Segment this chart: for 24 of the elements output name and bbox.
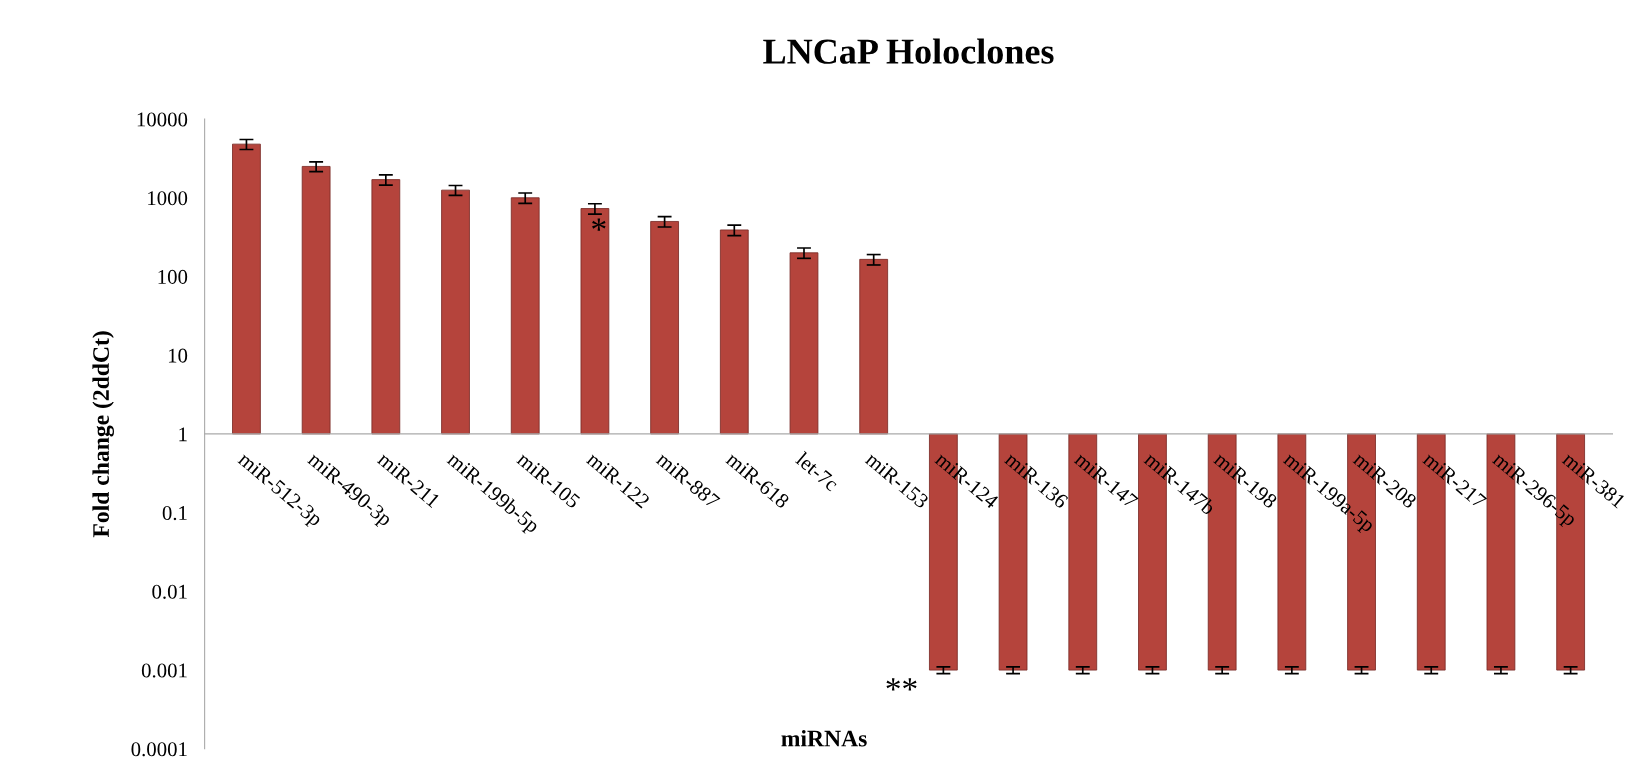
bar [580, 208, 610, 435]
y-tick-label: 0.1 [162, 506, 187, 521]
annotation: ** [886, 678, 917, 691]
annotation: * [592, 218, 606, 231]
x-axis-title: miRNAs [781, 729, 867, 747]
bar [859, 258, 889, 435]
bar [789, 252, 819, 435]
y-tick-label: 10000 [137, 112, 188, 127]
chart-title: LNCaP Holoclones [763, 38, 1054, 64]
bar [232, 143, 261, 435]
y-axis-title: Fold change (2ddCt) [92, 331, 114, 538]
y-tick-label: 1000 [148, 191, 188, 206]
bar [650, 221, 679, 435]
bar [510, 197, 540, 435]
bar [301, 166, 331, 435]
bar [371, 179, 401, 435]
y-tick-label: 100 [158, 269, 188, 284]
bar [719, 229, 749, 435]
y-tick-label: 1 [179, 427, 187, 442]
y-tick-label: 0.001 [141, 663, 187, 678]
y-tick-label: 10 [168, 348, 188, 363]
y-tick-label: 0.0001 [131, 742, 187, 757]
y-tick-label: 0.01 [152, 584, 187, 599]
bar [441, 189, 470, 435]
